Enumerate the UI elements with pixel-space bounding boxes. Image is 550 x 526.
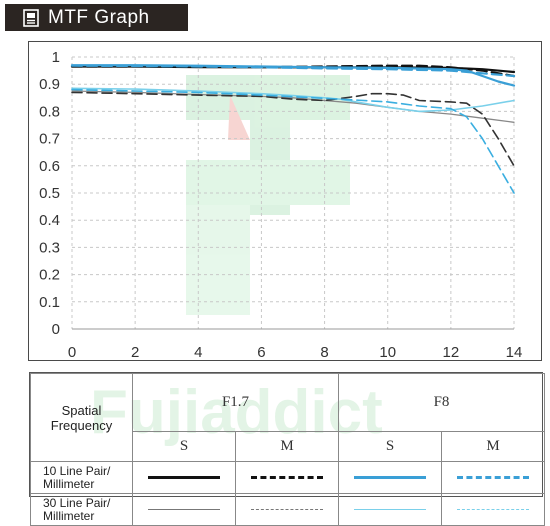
mtf-series-line xyxy=(71,90,515,123)
x-tick-label: 6 xyxy=(257,344,265,361)
x-tick-label: 0 xyxy=(68,344,76,361)
x-tick-label: 14 xyxy=(506,344,523,361)
legend-table: Fujiaddict Spatial Frequency F1.7 F8 S M… xyxy=(29,372,545,526)
legend-f8-s: S xyxy=(338,431,442,462)
mtf-chart: 0 2 4 6 8 10 12 14 0 0.1 0.2 0.3 0.4 0.5 0.6 0.7 0.8 0.9 1 xyxy=(39,49,523,361)
watermark-logo xyxy=(186,75,350,315)
legend-10lp-f8-s-swatch xyxy=(338,461,442,494)
y-tick-label: 0 xyxy=(52,321,60,338)
legend-10lp-f17-s-swatch xyxy=(132,461,236,494)
x-tick-label: 2 xyxy=(131,344,139,361)
legend-f8-m: M xyxy=(441,431,545,462)
graph-title-bar: MTF Graph xyxy=(5,4,188,31)
x-tick-label: 10 xyxy=(379,344,396,361)
graph-title: MTF Graph xyxy=(48,6,150,28)
legend-10lp-label: 10 Line Pair/ Millimeter xyxy=(30,461,133,494)
legend-aperture-f17: F1.7 xyxy=(132,373,339,432)
y-tick-label: 0.9 xyxy=(39,76,60,93)
legend-spatial-frequency-header: Spatial Frequency xyxy=(30,373,133,462)
legend-30lp-f8-s-swatch xyxy=(338,493,442,526)
y-tick-label: 0.5 xyxy=(39,185,60,202)
y-tick-label: 0.6 xyxy=(39,158,60,175)
x-tick-label: 8 xyxy=(320,344,328,361)
chart-plot-frame xyxy=(28,41,542,361)
mtf-series-line xyxy=(71,88,515,194)
legend-f17-m: M xyxy=(235,431,339,462)
legend-30lp-f17-s-swatch xyxy=(132,493,236,526)
y-tick-label: 1 xyxy=(52,49,60,66)
legend-30lp-f8-m-swatch xyxy=(441,493,545,526)
legend-aperture-f8: F8 xyxy=(338,373,545,432)
legend-f17-s: S xyxy=(132,431,236,462)
legend-10lp-f17-m-swatch xyxy=(235,461,339,494)
legend-10lp-f8-m-swatch xyxy=(441,461,545,494)
x-tick-label: 12 xyxy=(443,344,460,361)
x-tick-label: 4 xyxy=(194,344,202,361)
mtf-series-line xyxy=(71,87,515,113)
y-tick-label: 0.2 xyxy=(39,267,60,284)
y-tick-label: 0.4 xyxy=(39,212,60,229)
mtf-series-line xyxy=(70,64,516,78)
document-icon xyxy=(23,8,39,27)
y-tick-label: 0.1 xyxy=(39,294,60,311)
y-tick-label: 0.7 xyxy=(39,131,60,148)
legend-30lp-f17-m-swatch xyxy=(235,493,339,526)
mtf-series-line xyxy=(71,91,515,167)
y-tick-label: 0.8 xyxy=(39,103,60,120)
y-tick-label: 0.3 xyxy=(39,239,60,256)
legend-30lp-label: 30 Line Pair/ Millimeter xyxy=(30,493,133,526)
